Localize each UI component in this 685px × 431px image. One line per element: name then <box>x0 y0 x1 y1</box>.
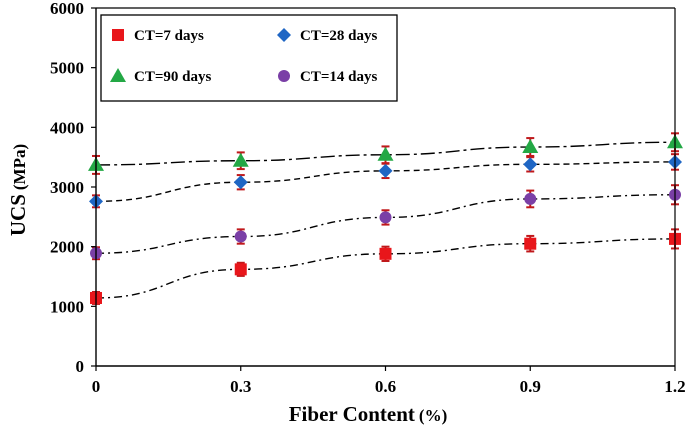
legend-label: CT=90 days <box>134 69 211 85</box>
y-axis-label-unit: (MPa) <box>10 144 29 190</box>
data-point <box>233 175 248 190</box>
legend-frame <box>100 14 398 102</box>
x-tick-label: 0.9 <box>520 377 541 396</box>
data-point <box>378 163 393 178</box>
legend-marker <box>112 29 124 41</box>
x-tick-label: 0.6 <box>375 377 396 396</box>
plot-area <box>88 132 683 305</box>
trend-line-2 <box>95 141 676 166</box>
y-tick-label: 6000 <box>50 0 84 18</box>
y-tick-label: 5000 <box>50 59 84 78</box>
data-point <box>234 230 247 243</box>
data-point <box>379 247 392 260</box>
legend-label: CT=28 days <box>300 28 377 44</box>
x-axis-label-main: Fiber Content <box>289 402 415 426</box>
legend-label: CT=14 days <box>300 69 377 85</box>
y-tick-label: 4000 <box>50 118 84 137</box>
x-tick-label: 0 <box>92 377 101 396</box>
legend: CT=7 days CT=28 days CT=90 days CT=14 days <box>100 14 398 102</box>
axes: 0 0.3 0.6 0.9 1.2 0 1000 2000 3000 4000 5000 6000 <box>50 0 685 396</box>
data-point <box>522 139 539 154</box>
data-point <box>232 152 249 167</box>
data-point <box>524 192 537 205</box>
y-axis-label: UCS (MPa) <box>6 144 30 236</box>
data-point <box>523 157 538 172</box>
y-tick-label: 0 <box>76 357 85 376</box>
x-axis-label: Fiber Content (%) <box>289 402 448 426</box>
legend-marker <box>277 28 291 42</box>
y-axis-label-main: UCS <box>6 194 30 236</box>
legend-marker <box>278 70 290 82</box>
legend-label: CT=7 days <box>134 28 204 44</box>
x-tick-label: 1.2 <box>664 377 685 396</box>
y-tick-label: 2000 <box>50 238 84 257</box>
data-point <box>379 211 392 224</box>
x-tick-label: 0.3 <box>230 377 251 396</box>
data-point <box>377 146 394 161</box>
data-point <box>234 263 247 276</box>
y-tick-label: 3000 <box>50 178 84 197</box>
data-point <box>524 237 537 250</box>
y-tick-label: 1000 <box>50 297 84 316</box>
x-axis-label-unit: (%) <box>419 406 447 425</box>
legend-marker <box>110 68 126 82</box>
